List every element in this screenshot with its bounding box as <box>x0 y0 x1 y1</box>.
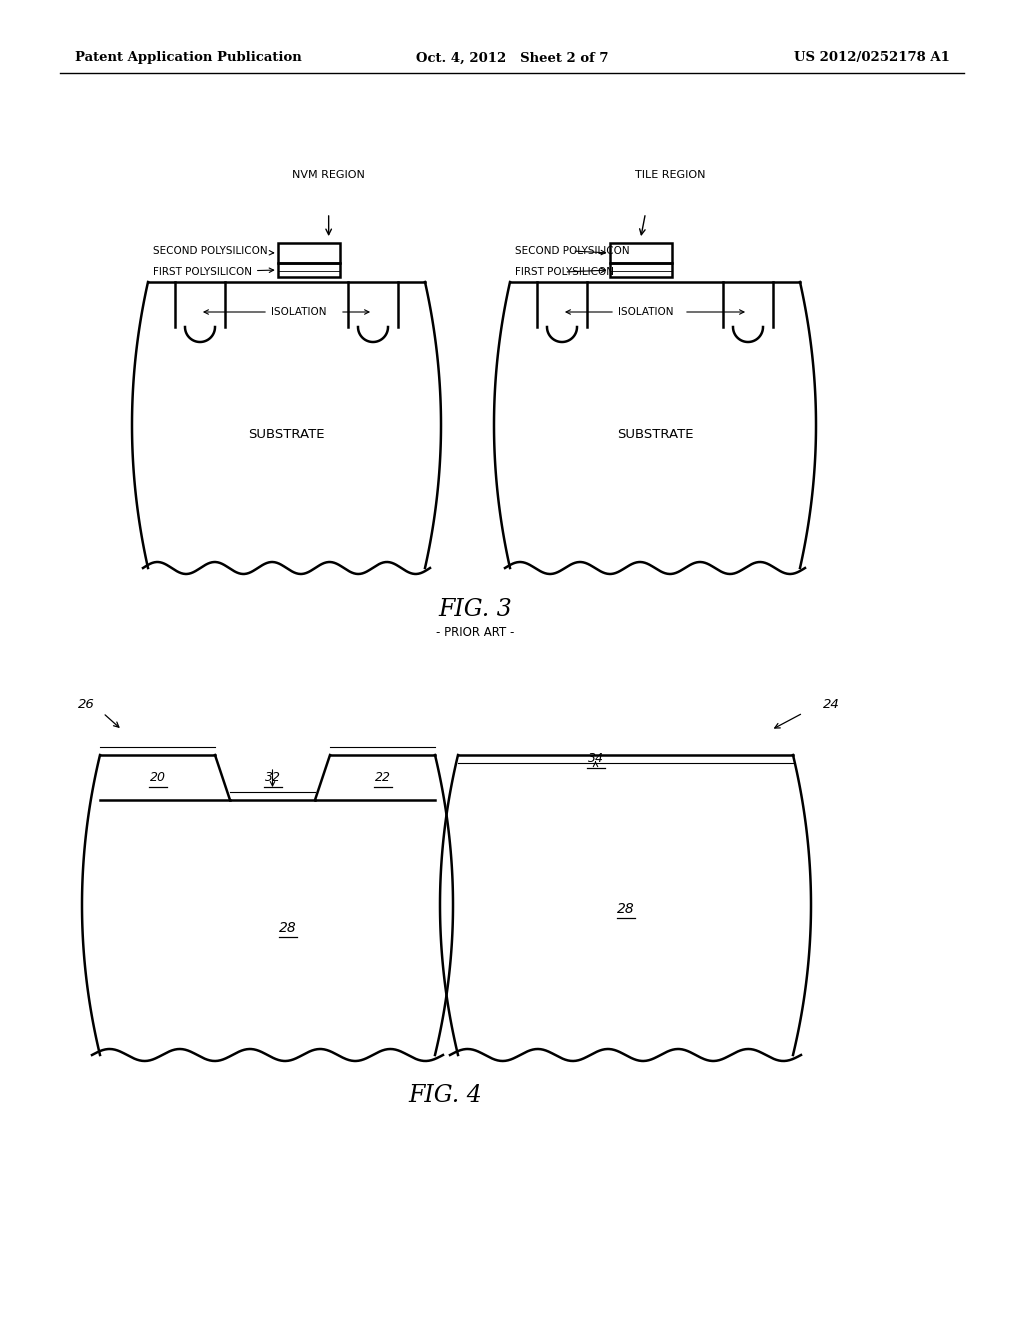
Text: 24: 24 <box>823 698 840 711</box>
Text: SECOND POLYSILICON: SECOND POLYSILICON <box>153 246 273 256</box>
Text: 20: 20 <box>150 771 166 784</box>
Text: TILE REGION: TILE REGION <box>635 170 706 180</box>
Text: 28: 28 <box>616 902 635 916</box>
Text: FIG. 4: FIG. 4 <box>409 1084 482 1106</box>
Text: FIG. 3: FIG. 3 <box>438 598 512 622</box>
Text: Oct. 4, 2012   Sheet 2 of 7: Oct. 4, 2012 Sheet 2 of 7 <box>416 51 608 65</box>
Bar <box>609 263 672 277</box>
Text: 26: 26 <box>78 698 95 711</box>
Text: FIRST POLYSILICON: FIRST POLYSILICON <box>153 267 273 277</box>
Text: 34: 34 <box>588 752 603 766</box>
Text: SUBSTRATE: SUBSTRATE <box>616 429 693 441</box>
Text: NVM REGION: NVM REGION <box>292 170 366 180</box>
Bar <box>609 243 672 263</box>
Bar <box>278 243 340 263</box>
Text: FIRST POLYSILICON: FIRST POLYSILICON <box>515 267 614 277</box>
Text: ISOLATION: ISOLATION <box>618 308 674 317</box>
Text: Patent Application Publication: Patent Application Publication <box>75 51 302 65</box>
Text: 22: 22 <box>375 771 390 784</box>
Bar <box>278 263 340 277</box>
Text: 28: 28 <box>279 920 296 935</box>
Text: SUBSTRATE: SUBSTRATE <box>248 429 325 441</box>
Text: 32: 32 <box>264 771 281 784</box>
Text: - PRIOR ART -: - PRIOR ART - <box>436 627 514 639</box>
Text: US 2012/0252178 A1: US 2012/0252178 A1 <box>795 51 950 65</box>
Text: ISOLATION: ISOLATION <box>271 308 327 317</box>
Text: SECOND POLYSILICON: SECOND POLYSILICON <box>515 246 630 256</box>
